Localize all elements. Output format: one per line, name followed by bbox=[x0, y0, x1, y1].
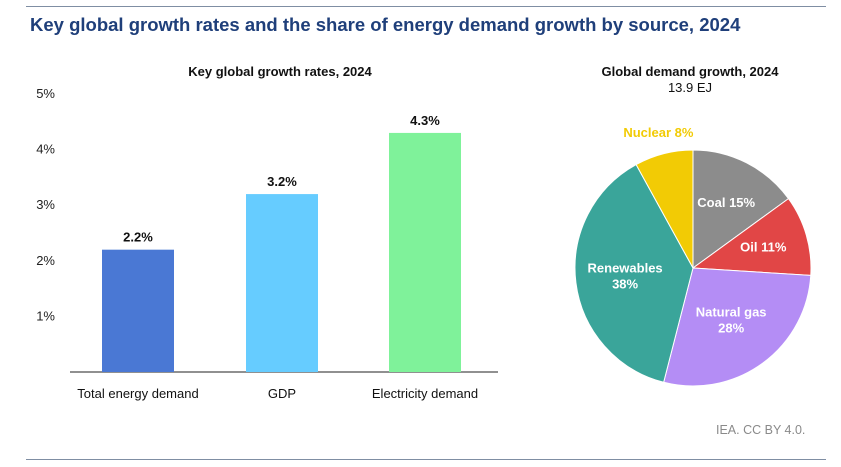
bar bbox=[389, 132, 461, 372]
pie-slice-label: Renewables 38% bbox=[588, 261, 663, 292]
y-tick-label: 1% bbox=[36, 308, 55, 323]
pie-slice bbox=[574, 163, 694, 383]
pie-chart-title: Global demand growth, 2024 bbox=[601, 64, 779, 79]
y-tick-label: 2% bbox=[36, 253, 55, 268]
pie-chart-subtitle: 13.9 EJ bbox=[667, 80, 713, 95]
bar-chart-title: Key global growth rates, 2024 bbox=[188, 64, 372, 79]
pie-slice-label: Nuclear 8% bbox=[623, 125, 694, 140]
x-category-label: Electricity demand bbox=[372, 386, 478, 401]
y-tick-label: 4% bbox=[36, 142, 55, 157]
bar bbox=[246, 194, 318, 372]
pie-slice bbox=[692, 149, 790, 269]
x-category-label: GDP bbox=[268, 386, 296, 401]
bar-data-label: 3.2% bbox=[267, 174, 297, 189]
pie-slice-label: Coal 15% bbox=[697, 195, 755, 210]
pie-slice bbox=[691, 197, 812, 276]
bar bbox=[102, 249, 174, 372]
bar-data-label: 2.2% bbox=[123, 230, 153, 245]
page-title: Key global growth rates and the share of… bbox=[30, 14, 741, 35]
pie-slice bbox=[635, 149, 694, 269]
bottom-divider bbox=[26, 459, 826, 460]
y-tick-label: 3% bbox=[36, 197, 55, 212]
y-tick-label: 5% bbox=[36, 86, 55, 101]
x-category-label: Total energy demand bbox=[77, 386, 198, 401]
top-divider bbox=[26, 6, 826, 7]
pie-slice-label: Oil 11% bbox=[740, 240, 787, 255]
pie-slice bbox=[663, 267, 812, 387]
credit-text: IEA. CC BY 4.0. bbox=[716, 423, 806, 437]
bar-data-label: 4.3% bbox=[410, 113, 440, 128]
pie-slice-label: Natural gas 28% bbox=[696, 305, 767, 336]
